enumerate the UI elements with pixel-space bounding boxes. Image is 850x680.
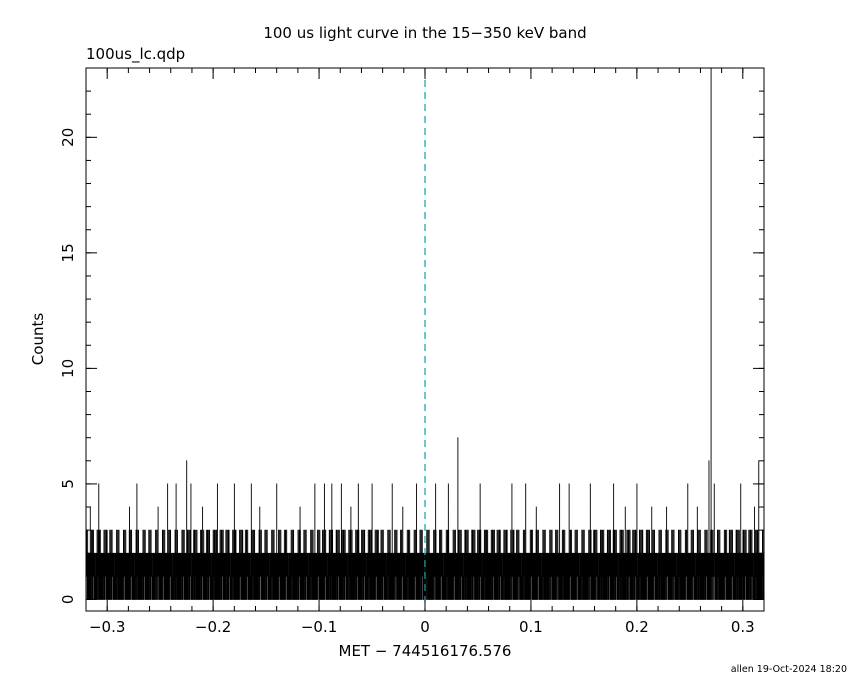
y-axis-label: Counts: [29, 313, 47, 366]
y-tick-label: 0: [59, 595, 77, 605]
file-label: 100us_lc.qdp: [86, 45, 185, 64]
y-tick-label: 15: [59, 243, 77, 262]
x-tick-label: −0.2: [195, 618, 231, 636]
x-axis-label: MET − 744516176.576: [339, 642, 512, 660]
y-tick-label: 10: [59, 359, 77, 378]
x-tick-label: 0.1: [519, 618, 543, 636]
axes-layer: −0.3 −0.2 −0.1 0 0.1 0.2 0.3 0 5 10 15 20: [59, 67, 765, 636]
footer-credit: allen 19-Oct-2024 18:20: [731, 664, 847, 675]
x-tick-label: 0.2: [625, 618, 649, 636]
x-tick-label: −0.1: [301, 618, 337, 636]
chart-title: 100 us light curve in the 15−350 keV ban…: [263, 24, 586, 42]
y-tick-label: 5: [59, 479, 77, 489]
x-tick-label: 0.3: [731, 618, 755, 636]
y-tick-label: 20: [59, 128, 77, 147]
x-tick-label: 0: [420, 618, 430, 636]
x-tick-label: −0.3: [89, 618, 125, 636]
